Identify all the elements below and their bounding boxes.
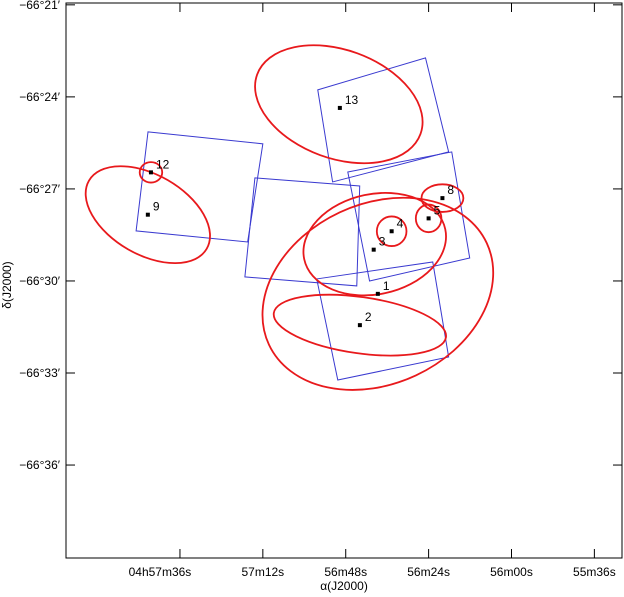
source-ellipse: [84, 165, 211, 265]
point-label: 4: [397, 216, 404, 230]
point-label: 3: [379, 235, 386, 249]
source-point: [389, 229, 394, 234]
y-axis-label: δ(J2000): [0, 261, 14, 308]
point-label: 8: [447, 183, 454, 197]
field-footprint: [244, 177, 361, 287]
source-ellipse: [261, 196, 495, 391]
source-point: [337, 105, 342, 110]
y-tick-label: −66°21′: [19, 0, 61, 12]
y-tick-label: −66°36′: [19, 458, 61, 472]
x-tick-label: 56m00s: [490, 565, 533, 579]
source-ellipse: [254, 44, 424, 165]
source-point: [440, 196, 445, 201]
y-tick-label: −66°27′: [19, 182, 61, 196]
x-axis-label: α(J2000): [320, 579, 368, 593]
point-label: 9: [153, 200, 160, 214]
source-point: [148, 170, 153, 175]
source-point: [371, 247, 376, 252]
source-ellipse: [302, 191, 447, 297]
source-ellipse: [420, 183, 465, 213]
field-footprint: [135, 131, 264, 243]
y-tick-label: −66°33′: [19, 366, 61, 380]
field-footprint: [316, 261, 450, 381]
source-point: [145, 212, 150, 217]
source-point: [357, 323, 362, 328]
plot-frame: [65, 2, 623, 559]
x-tick-label: 56m48s: [324, 565, 367, 579]
point-label: 13: [345, 93, 359, 107]
y-tick-label: −66°24′: [19, 90, 61, 104]
point-label: 5: [434, 203, 441, 217]
point-label: 1: [383, 279, 390, 293]
x-tick-label: 04h57m36s: [129, 565, 192, 579]
field-footprint: [317, 57, 450, 183]
point-label: 2: [365, 310, 372, 324]
y-tick-label: −66°30′: [19, 274, 61, 288]
source-ellipse: [272, 293, 447, 357]
x-tick-label: 55m36s: [573, 565, 616, 579]
source-point: [375, 291, 380, 296]
field-footprint: [347, 151, 471, 282]
x-tick-label: 57m12s: [241, 565, 284, 579]
source-ellipse: [375, 215, 408, 247]
x-tick-label: 56m24s: [407, 565, 450, 579]
source-ellipse: [138, 161, 164, 184]
point-label: 12: [156, 157, 170, 171]
source-point: [426, 216, 431, 221]
source-ellipse: [414, 203, 443, 234]
